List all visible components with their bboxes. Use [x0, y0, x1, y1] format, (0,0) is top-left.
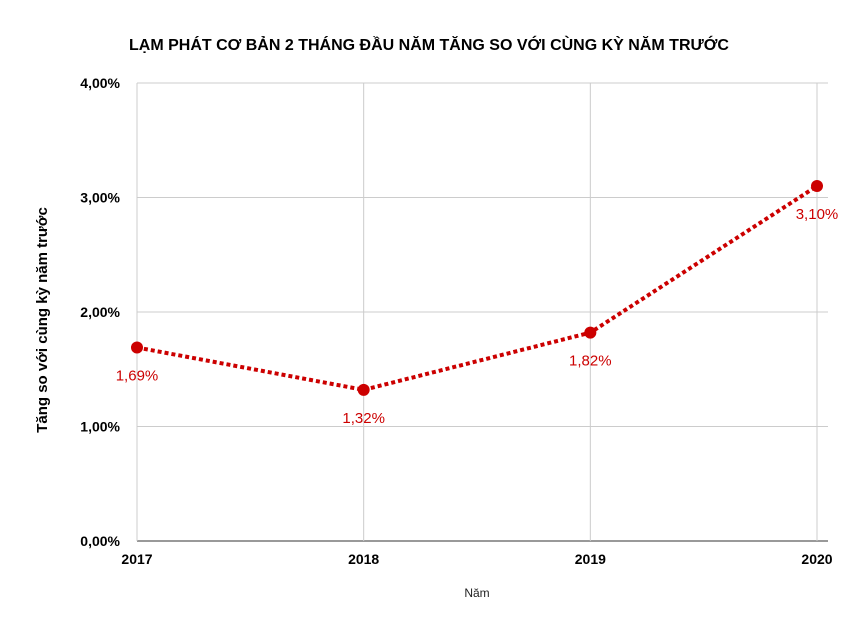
x-tick-label: 2020	[801, 551, 832, 567]
x-tick-label: 2017	[121, 551, 152, 567]
x-tick-label: 2019	[575, 551, 606, 567]
data-point	[811, 180, 823, 193]
x-tick-label: 2018	[348, 551, 379, 567]
data-point	[131, 341, 143, 354]
y-axis-label: Tăng so với cùng kỳ năm trước	[34, 207, 51, 433]
data-point	[584, 326, 597, 339]
y-tick-label: 4,00%	[80, 75, 120, 91]
series-line	[136, 184, 819, 392]
y-axis-ticks: 0,00% 1,00% 2,00% 3,00% 4,00%	[80, 75, 120, 549]
x-axis-ticks: 2017 2018 2019 2020	[121, 551, 832, 567]
y-tick-label: 2,00%	[80, 304, 120, 320]
data-point	[357, 383, 370, 396]
data-label: 1,82%	[569, 353, 612, 370]
y-tick-label: 3,00%	[80, 190, 120, 206]
x-axis-label: Năm	[464, 586, 489, 600]
chart-title: LẠM PHÁT CƠ BẢN 2 THÁNG ĐẦU NĂM TĂNG SO …	[129, 35, 729, 54]
y-tick-label: 1,00%	[80, 419, 120, 435]
data-label: 3,10%	[796, 206, 839, 223]
series-layer: 1,69% 1,32% 1,82% 3,10%	[116, 180, 839, 427]
data-label: 1,69%	[116, 367, 159, 384]
gridlines	[136, 82, 828, 542]
y-tick-label: 0,00%	[80, 533, 120, 549]
data-label: 1,32%	[342, 410, 385, 427]
